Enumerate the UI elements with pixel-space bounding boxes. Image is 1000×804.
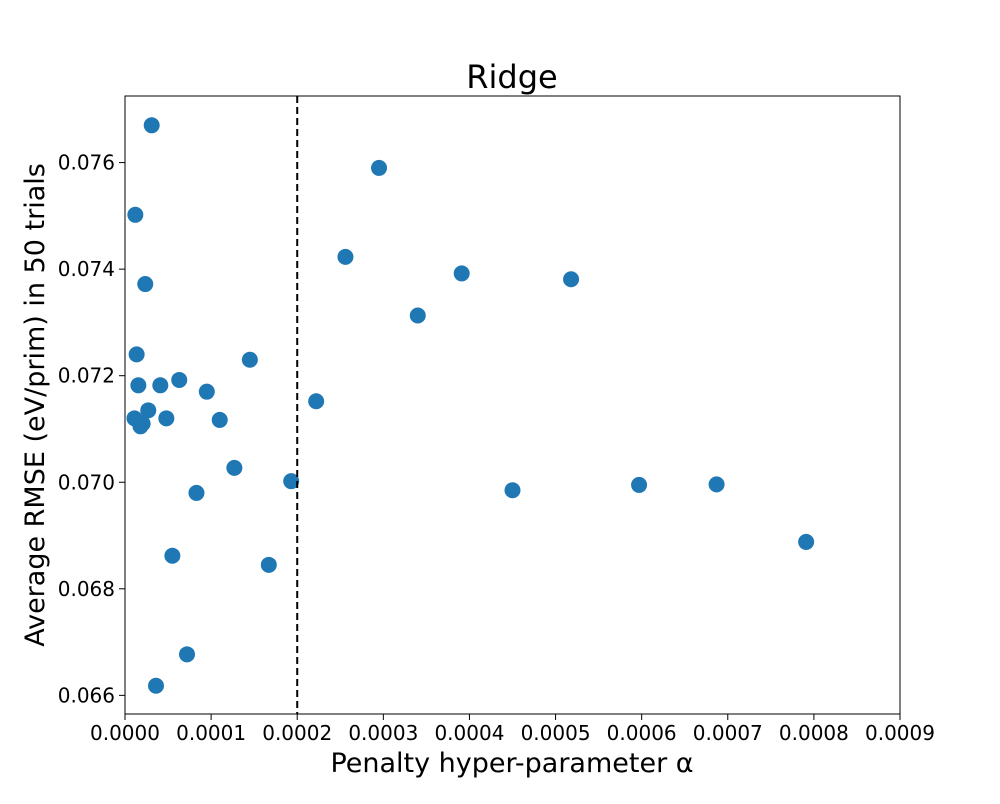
data-point-26	[409, 307, 426, 324]
data-point-6	[134, 415, 151, 432]
x-tick-label: 0.0003	[348, 721, 418, 745]
data-point-7	[137, 276, 154, 293]
x-tick-label: 0.0007	[693, 721, 763, 745]
data-point-12	[158, 410, 175, 427]
data-point-11	[152, 377, 169, 394]
data-point-24	[337, 248, 354, 265]
data-point-21	[260, 556, 277, 573]
y-tick-label: 0.070	[58, 470, 115, 494]
data-point-9	[143, 117, 160, 134]
data-point-8	[140, 402, 157, 419]
x-tick-label: 0.0005	[521, 721, 591, 745]
y-tick-label: 0.072	[58, 364, 115, 388]
x-tick-label: 0.0001	[176, 721, 246, 745]
data-point-31	[708, 476, 725, 493]
data-point-4	[130, 377, 147, 394]
data-point-19	[226, 459, 243, 476]
plot-frame	[124, 95, 901, 715]
x-axis-label: Penalty hyper-parameter α	[330, 748, 693, 779]
data-point-14	[171, 371, 188, 388]
x-tick-label: 0.0000	[90, 721, 160, 745]
data-point-28	[504, 482, 521, 499]
data-point-2	[127, 206, 144, 223]
x-tick-label: 0.0008	[779, 721, 849, 745]
x-tick-label: 0.0004	[434, 721, 504, 745]
x-tick-label: 0.0002	[262, 721, 332, 745]
chart-title: Ridge	[466, 58, 557, 96]
data-point-32	[798, 533, 815, 550]
data-point-27	[453, 265, 470, 282]
data-point-23	[308, 393, 325, 410]
data-point-10	[148, 677, 164, 694]
y-axis-label: Average RMSE (eV/prim) in 50 trials	[20, 163, 51, 647]
data-point-22	[283, 473, 300, 490]
y-tick-label: 0.076	[58, 151, 115, 175]
y-tick-label: 0.074	[58, 257, 115, 281]
y-ticks-group: 0.066 0.068 0.070 0.072 0.074 0.076	[58, 151, 125, 707]
y-tick-label: 0.068	[58, 577, 115, 601]
data-point-25	[371, 159, 388, 176]
data-point-15	[179, 646, 195, 663]
data-point-17	[198, 383, 215, 400]
data-point-13	[164, 547, 181, 564]
y-tick-label: 0.066	[58, 683, 115, 707]
data-point-16	[188, 484, 205, 501]
x-tick-label: 0.0009	[865, 721, 935, 745]
data-point-29	[563, 271, 580, 288]
data-point-3	[128, 346, 145, 363]
x-tick-label: 0.0006	[607, 721, 677, 745]
x-ticks-group: 0.0000 0.0001 0.0002 0.0003 0.0004 0.0005 0.00…	[90, 714, 935, 745]
data-point-18	[211, 411, 228, 428]
data-points-group	[126, 96, 815, 714]
data-point-20	[241, 351, 258, 368]
data-point-30	[631, 476, 648, 493]
